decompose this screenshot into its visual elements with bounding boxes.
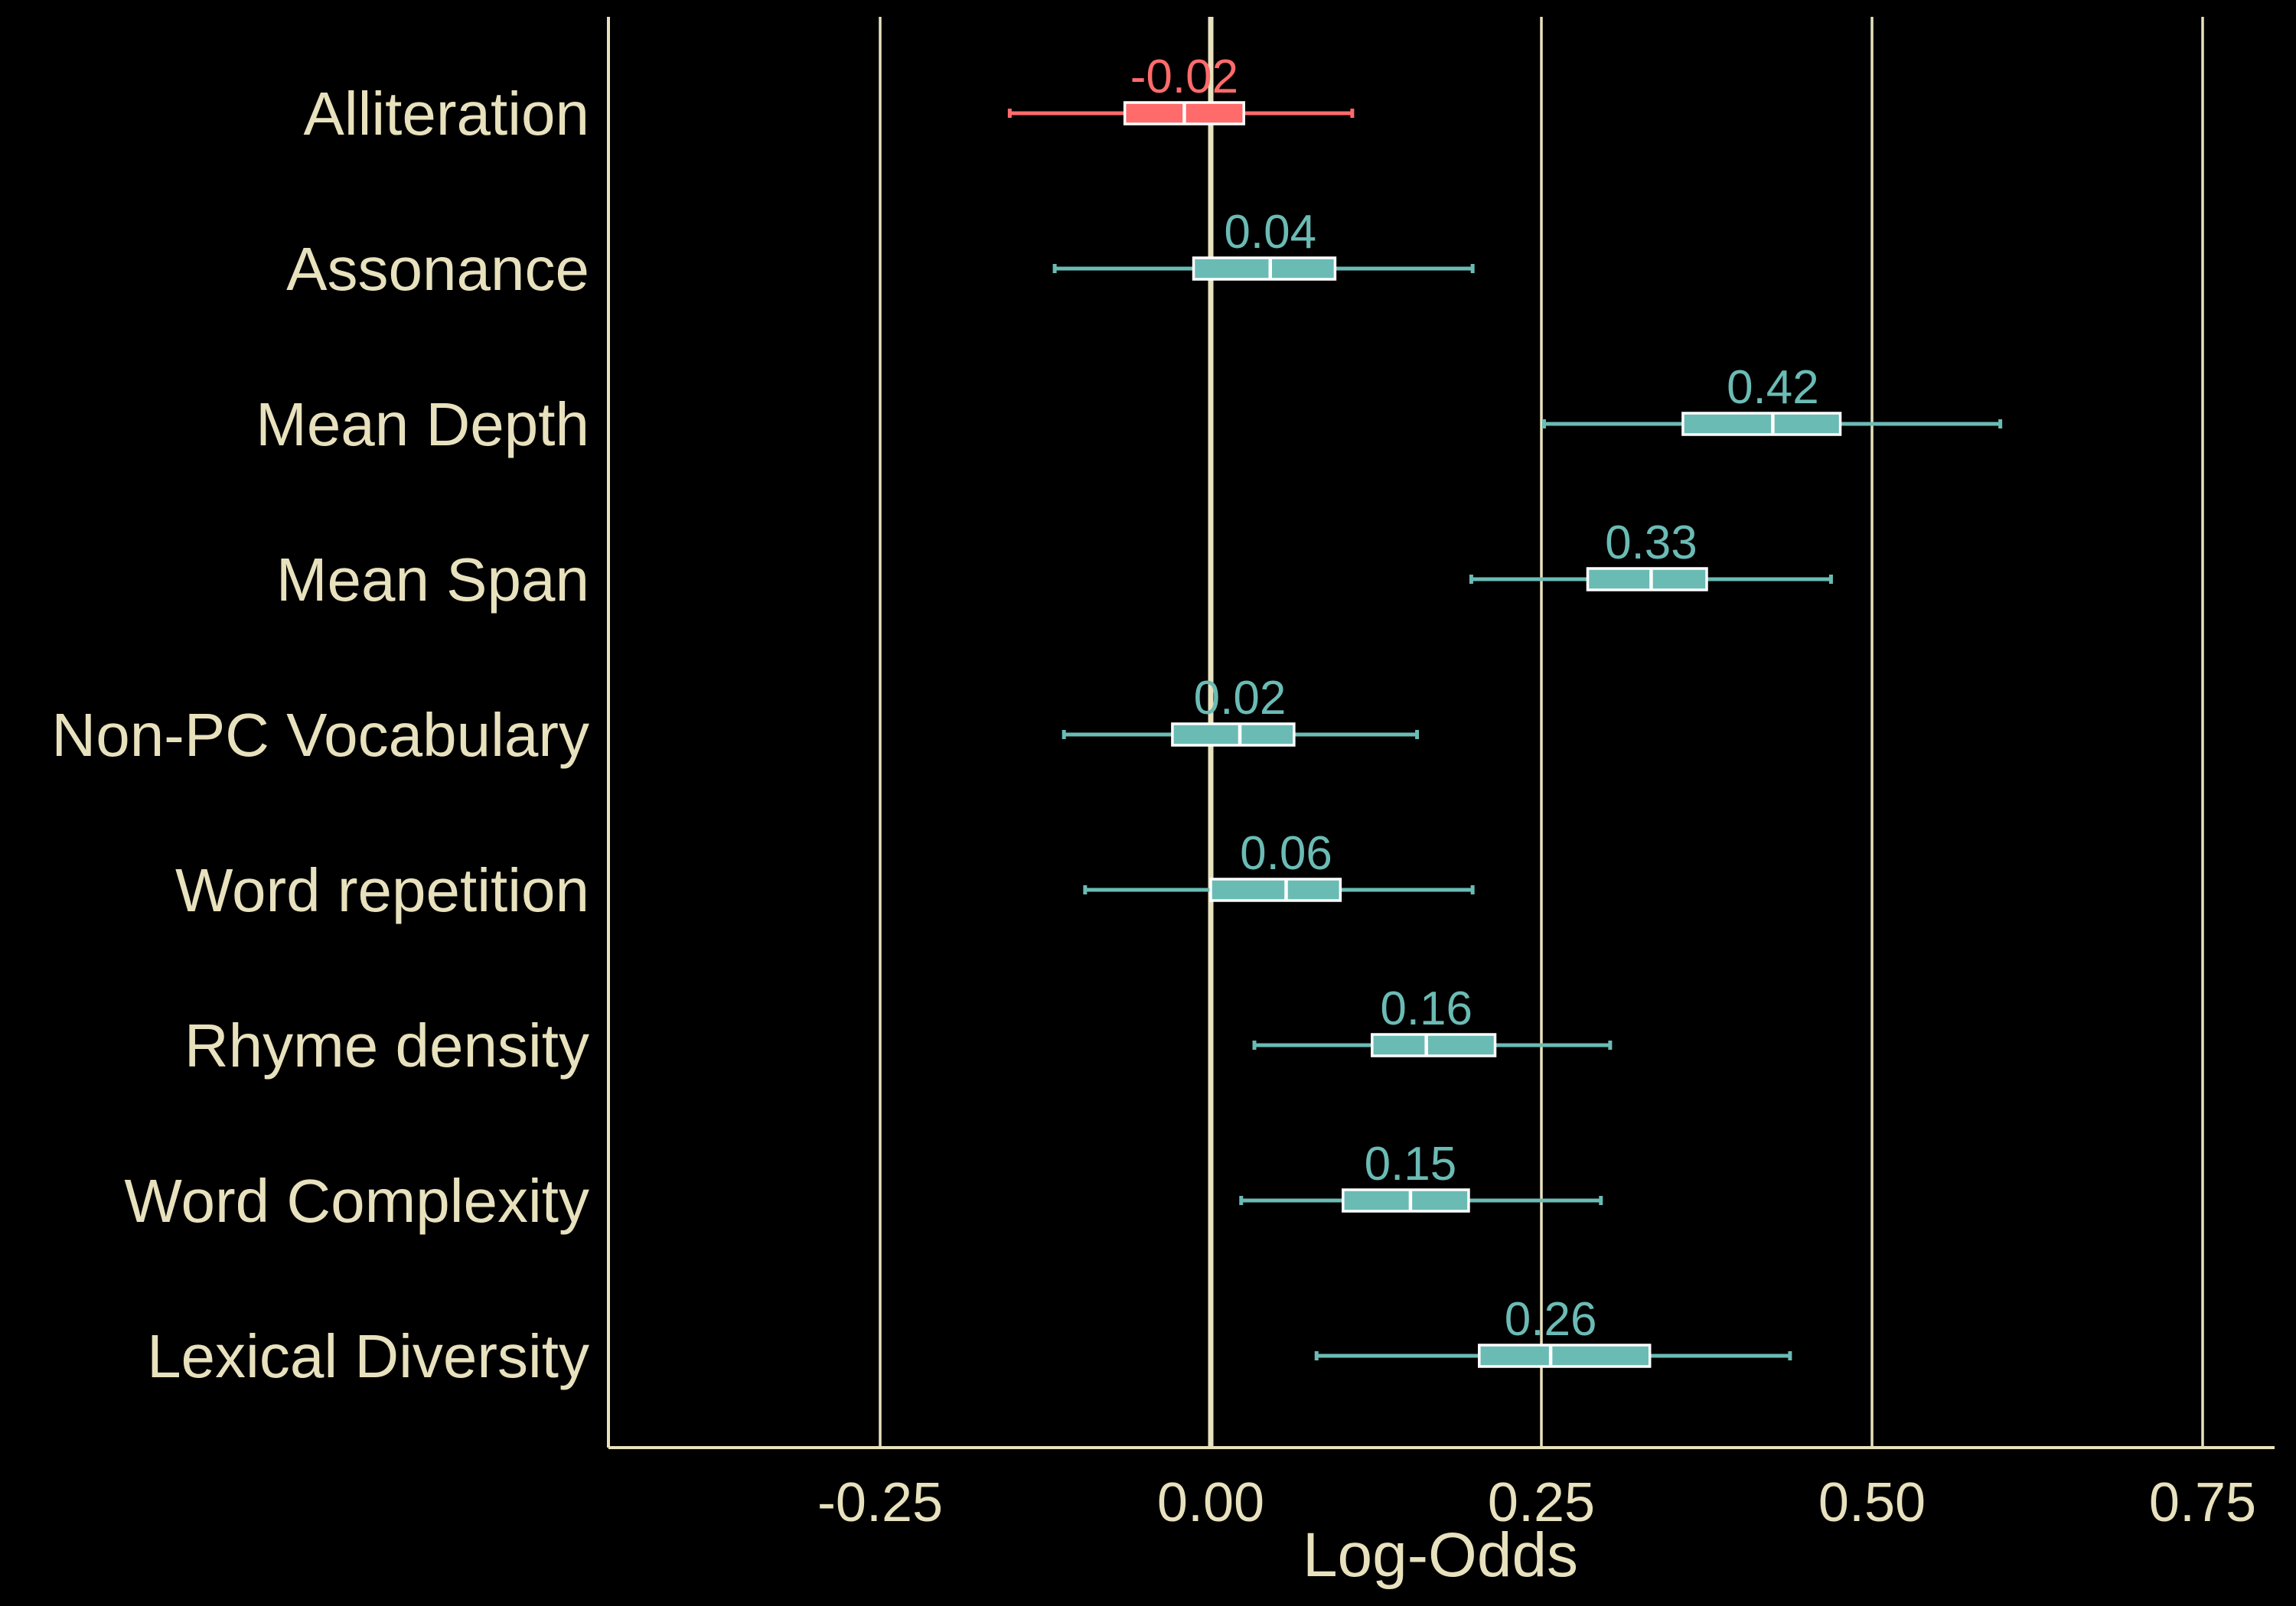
category-label: Non-PC Vocabulary xyxy=(51,701,589,769)
category-label: Rhyme density xyxy=(184,1011,589,1080)
category-label: Alliteration xyxy=(303,80,589,148)
x-tick-labels: -0.25 0.00 0.25 0.50 0.75 xyxy=(817,1472,2256,1533)
data-label: 0.42 xyxy=(1727,361,1819,414)
axes xyxy=(607,17,2275,1449)
x-tick-label: 0.75 xyxy=(2149,1472,2256,1533)
category-label: Mean Depth xyxy=(256,390,589,458)
x-axis-title: Log-Odds xyxy=(1303,1520,1578,1590)
category-label: Mean Span xyxy=(276,546,589,614)
data-label: 0.15 xyxy=(1365,1138,1457,1191)
iqr-box xyxy=(1209,878,1342,902)
data-label: 0.04 xyxy=(1224,206,1316,259)
data-label: 0.02 xyxy=(1194,672,1287,725)
data-label: 0.26 xyxy=(1505,1293,1597,1346)
iqr-box xyxy=(1586,567,1708,591)
category-label: Lexical Diversity xyxy=(147,1322,589,1390)
iqr-box xyxy=(1371,1033,1497,1057)
x-tick-label: 0.50 xyxy=(1818,1472,1926,1533)
data-label: 0.33 xyxy=(1605,516,1698,569)
data-label: -0.02 xyxy=(1130,50,1238,103)
x-tick-label: 0.00 xyxy=(1157,1472,1264,1533)
iqr-box xyxy=(1478,1344,1652,1368)
iqr-box xyxy=(1342,1188,1470,1213)
data-label: 0.06 xyxy=(1240,827,1332,880)
x-tick-label: 0.25 xyxy=(1488,1472,1595,1533)
iqr-box xyxy=(1171,722,1296,747)
category-label: Word Complexity xyxy=(124,1167,589,1235)
category-label: Assonance xyxy=(286,235,589,303)
boxplot-marks: -0.02 0.04 0.42 0.33 0.02 0.06 0.16 0.15 0.26 xyxy=(1007,50,2003,1368)
data-label: 0.16 xyxy=(1380,982,1473,1035)
category-label: Word repetition xyxy=(175,856,589,924)
iqr-box xyxy=(1192,256,1337,281)
iqr-box xyxy=(1681,412,1842,436)
category-labels: Alliteration Assonance Mean Depth Mean Span… xyxy=(51,80,589,1390)
x-tick-label: -0.25 xyxy=(817,1472,943,1533)
